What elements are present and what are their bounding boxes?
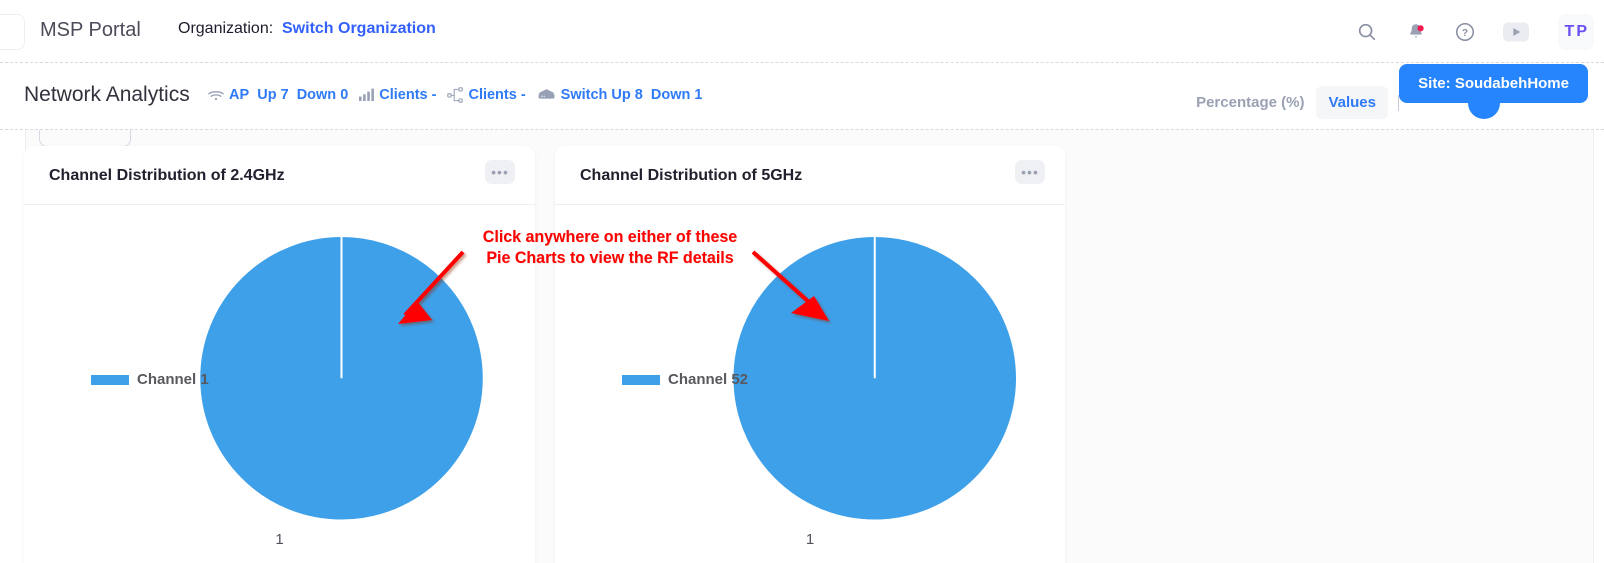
svg-text:?: ? [1461, 28, 1467, 39]
